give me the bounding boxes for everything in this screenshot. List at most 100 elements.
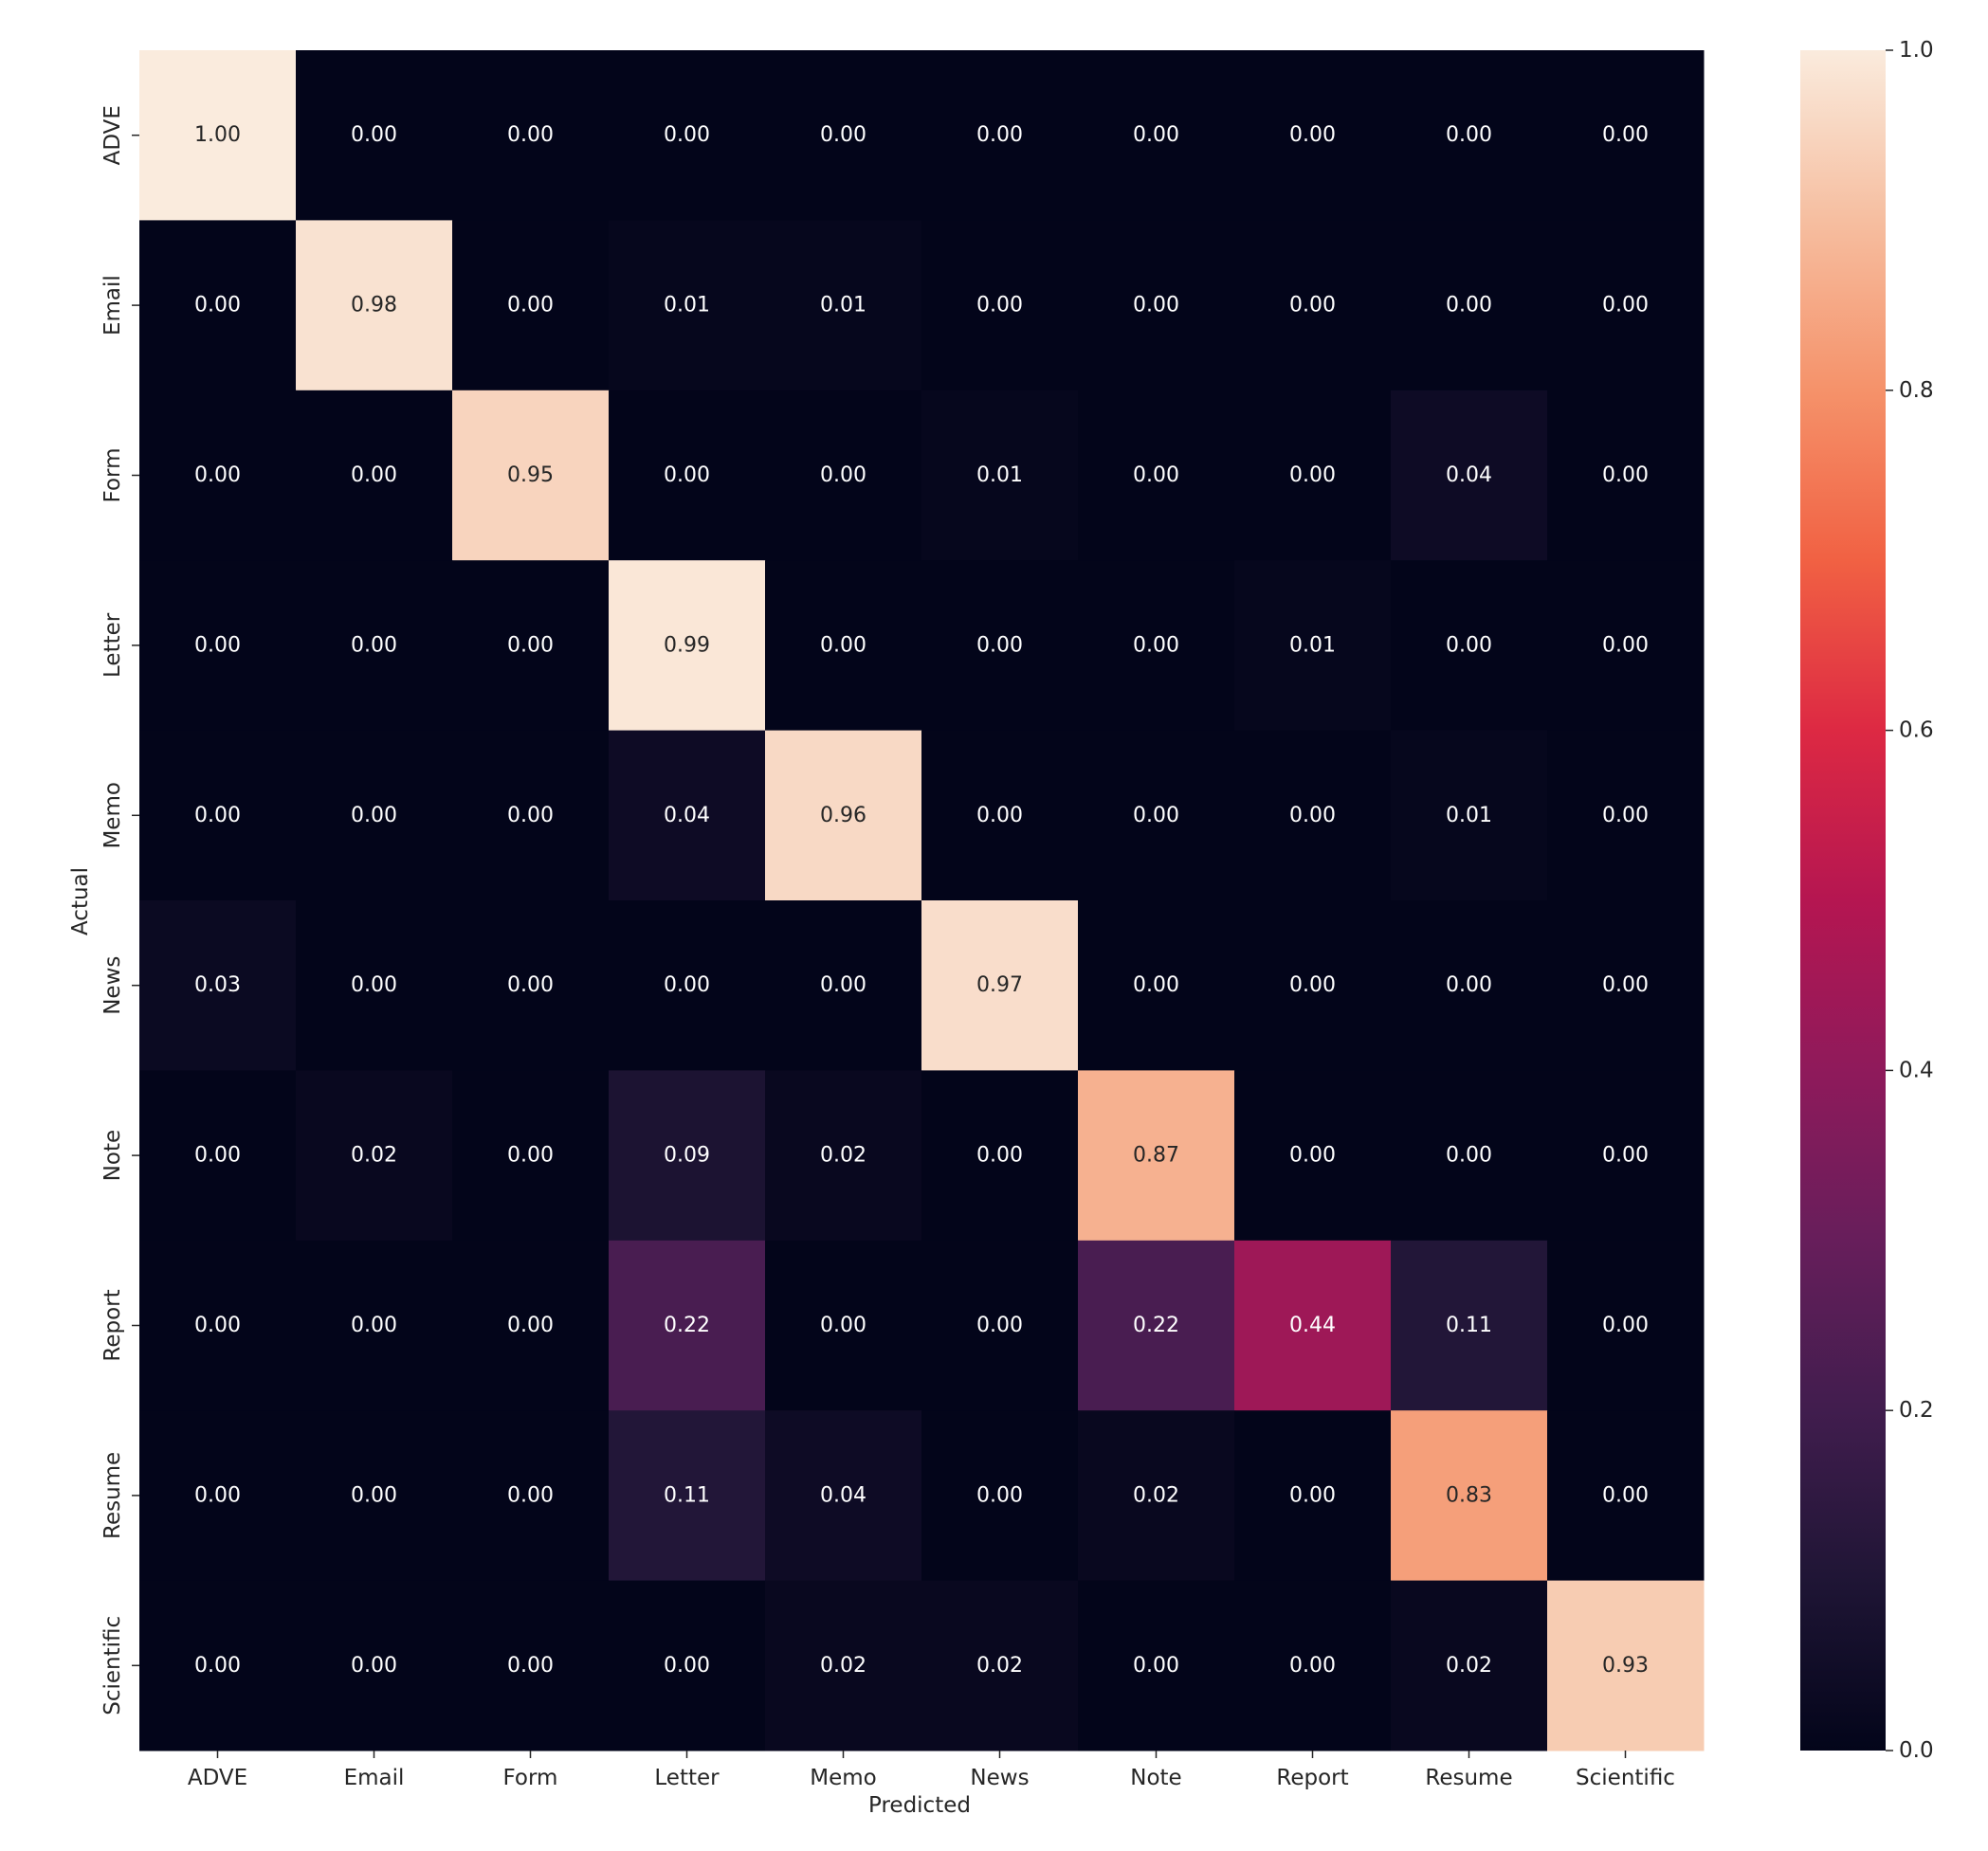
heatmap-cell [609,1070,766,1242]
cell-value-label: 0.00 [1133,804,1179,827]
cell-value-label: 0.00 [820,463,866,487]
y-tick-label: Email [100,275,125,336]
heatmap-cell [1078,1410,1235,1582]
heatmap-cell [139,390,297,561]
heatmap-cell [1547,560,1705,732]
heatmap-cell [765,1580,922,1751]
colorbar-gradient [1800,50,1886,1751]
heatmap-cell [452,50,610,221]
cell-value-label: 0.09 [664,1144,710,1168]
heatmap-cell [921,1070,1079,1242]
heatmap-cell [1391,1070,1548,1242]
heatmap-cell [921,730,1079,901]
heatmap-cell [1391,730,1548,901]
y-tick-label: Scientific [100,1616,125,1715]
heatmap-cell [139,1580,297,1751]
cell-value-label: 0.00 [1289,1654,1336,1678]
cell-value-label: 0.02 [1133,1483,1179,1507]
heatmap-cell [1078,900,1235,1071]
cell-value-label: 0.22 [664,1314,710,1337]
cell-value-label: 0.00 [820,973,866,997]
heatmap-cell [921,220,1079,391]
heatmap-cell [1234,50,1392,221]
heatmap-cell [921,390,1079,561]
cell-value-label: 0.83 [1446,1483,1492,1507]
cell-value-label: 0.00 [351,463,397,487]
heatmap-cell [609,560,766,732]
heatmap-cell [609,900,766,1071]
heatmap-cell [1078,560,1235,732]
cell-value-label: 0.00 [194,294,241,318]
cell-value-label: 0.01 [1446,804,1492,827]
heatmap-cell [1234,900,1392,1071]
cell-value-label: 0.00 [1289,1483,1336,1507]
cell-value-label: 0.00 [976,294,1023,318]
x-tick-label: Letter [654,1766,720,1790]
heatmap-cell [921,900,1079,1071]
heatmap-cell [1078,390,1235,561]
heatmap-cell [1547,730,1705,901]
cell-value-label: 0.00 [507,123,554,147]
colorbar-tick-label: 0.0 [1899,1738,1934,1763]
x-tick-label: ADVE [188,1766,247,1790]
cell-value-labels: 1.00 0.00 0.00 0.00 0.00 0.00 0.00 0.00 0.00 0.00… [194,123,1649,1678]
heatmap-cell [139,1410,297,1582]
cell-value-label: 0.00 [1446,1144,1492,1168]
heatmap-cell [1547,50,1705,221]
colorbar-ticks: 0.0 0.2 0.4 0.6 0.8 1.0 [1886,38,1934,1763]
colorbar-tick-label: 0.6 [1899,718,1934,743]
cell-value-label: 0.00 [351,804,397,827]
colorbar-tick-label: 0.2 [1899,1398,1934,1423]
heatmap-cell [1391,900,1548,1071]
cell-value-label: 0.02 [820,1144,866,1168]
y-tick-label: Report [100,1289,125,1361]
heatmap-cell [296,1580,453,1751]
heatmap-cell [139,50,297,221]
cell-value-label: 0.00 [1602,633,1649,657]
cell-value-label: 0.00 [194,1144,241,1168]
cell-value-label: 0.01 [664,294,710,318]
heatmap-cell [609,730,766,901]
cell-value-label: 0.01 [1289,633,1336,657]
cell-value-label: 0.00 [351,123,397,147]
heatmap-cell [609,1410,766,1582]
heatmap-cell [296,220,453,391]
y-tick-label: Resume [100,1452,125,1539]
y-tick-label: News [100,956,125,1015]
cell-value-label: 0.04 [1446,463,1492,487]
heatmap-cell [1391,1410,1548,1582]
cell-value-label: 0.98 [351,294,397,318]
heatmap-cell [139,1070,297,1242]
colorbar: 0.0 0.2 0.4 0.6 0.8 1.0 [1800,38,1934,1763]
cell-value-label: 0.00 [976,633,1023,657]
x-tick-label: Email [344,1766,405,1790]
cell-value-label: 0.96 [820,804,866,827]
cell-value-label: 0.00 [1133,1654,1179,1678]
heatmap-cell [1078,730,1235,901]
cell-value-label: 0.99 [664,633,710,657]
x-tick-label: Memo [810,1766,876,1790]
cell-value-label: 0.00 [351,1314,397,1337]
heatmap-cell [452,900,610,1071]
cell-value-label: 0.00 [194,463,241,487]
x-tick-label: Scientific [1576,1766,1675,1790]
heatmap-cell [139,1240,297,1411]
cell-value-label: 0.11 [664,1483,710,1507]
cell-value-label: 0.04 [664,804,710,827]
x-axis-label: Predicted [868,1793,971,1818]
heatmap-cell [452,1240,610,1411]
heatmap-cell [921,1240,1079,1411]
heatmap-cell [1547,220,1705,391]
heatmap-cell [609,50,766,221]
cell-value-label: 0.44 [1289,1314,1336,1337]
cell-value-label: 0.00 [1133,294,1179,318]
heatmap-cell [452,730,610,901]
heatmap-cell [609,390,766,561]
cell-value-label: 0.00 [976,1483,1023,1507]
cell-value-label: 0.00 [976,1314,1023,1337]
y-tick-label: Letter [100,612,125,678]
cell-value-label: 0.00 [664,463,710,487]
heatmap-cell [765,730,922,901]
heatmap-cell [1234,1240,1392,1411]
